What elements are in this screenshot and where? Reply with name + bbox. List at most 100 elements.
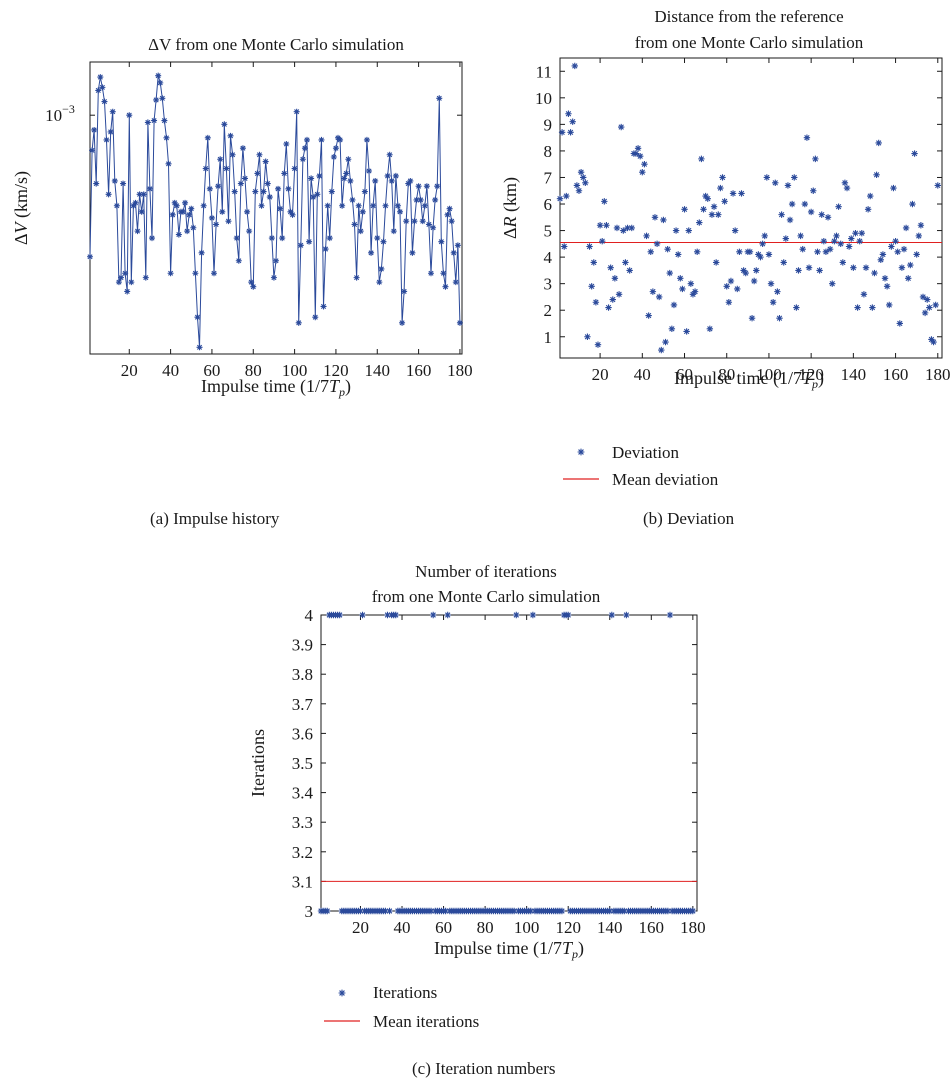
chart-a-point <box>324 202 331 209</box>
chart-b-point <box>896 320 903 327</box>
chart-a-point <box>273 257 279 264</box>
chart-a-point <box>155 72 162 79</box>
chart-c-y-tick-label: 3.2 <box>292 843 313 862</box>
chart-b-point <box>921 309 929 317</box>
chart-b-point <box>727 277 735 285</box>
chart-a-point <box>287 208 294 215</box>
chart-b-point <box>932 301 939 309</box>
chart-b-point <box>883 283 891 290</box>
chart-a-point <box>275 185 282 192</box>
chart-b-y-tick-label: 1 <box>544 328 553 347</box>
chart-a-point <box>200 202 207 209</box>
chart-a-point <box>101 98 108 105</box>
chart-b-point <box>928 336 935 343</box>
chart-a-point <box>403 218 410 225</box>
chart-a-point <box>293 108 300 115</box>
chart-b-point <box>919 293 927 301</box>
chart-b-point <box>729 190 737 197</box>
chart-a-point <box>359 208 366 215</box>
chart-b-point <box>653 240 661 248</box>
chart-b-point <box>905 275 912 282</box>
chart-b-point <box>769 299 777 306</box>
chart-b-point <box>590 259 597 266</box>
chart-a-point <box>248 279 255 286</box>
chart-b-point <box>575 187 583 194</box>
chart-b-point <box>805 264 813 271</box>
chart-b-point <box>664 245 671 253</box>
chart-c-point <box>689 907 697 915</box>
chart-b-point <box>860 291 868 298</box>
legend-iterations-label: Iterations <box>373 983 437 1002</box>
chart-a-point <box>244 208 251 215</box>
chart-b-point <box>879 251 887 258</box>
chart-a-point <box>268 235 275 242</box>
chart-a-point <box>368 249 375 256</box>
chart-b-point <box>814 248 821 256</box>
chart-b-x-tick-label: 120 <box>798 365 824 384</box>
caption-c: (c) Iteration numbers <box>412 1059 556 1078</box>
chart-b-point <box>683 328 690 335</box>
chart-a-point <box>229 151 236 158</box>
chart-a-point <box>237 180 244 187</box>
chart-b-point <box>797 232 804 240</box>
chart-a-title: ΔV from one Monte Carlo simulation <box>148 35 404 54</box>
chart-c-y-tick-label: 3.4 <box>292 784 314 803</box>
chart-b-point <box>854 304 861 311</box>
chart-a-point <box>256 151 263 158</box>
legend-deviation-label: Deviation <box>612 443 680 462</box>
chart-a-point <box>417 196 424 203</box>
chart-a-point <box>308 175 315 182</box>
chart-b-point <box>858 230 866 237</box>
chart-b-point <box>869 304 876 311</box>
chart-a-point <box>277 205 284 212</box>
legend-deviation-marker-glyph <box>577 448 585 456</box>
chart-a-point <box>444 211 451 218</box>
chart-c-y-tick-label: 3 <box>305 902 314 921</box>
chart-b-y-tick-label: 9 <box>544 115 553 134</box>
chart-a-point <box>161 117 168 124</box>
chart-c-y-tick-label: 3.5 <box>292 754 313 773</box>
chart-a-plot-frame <box>89 61 463 355</box>
chart-b-point <box>755 251 762 258</box>
chart-b-point <box>890 184 897 192</box>
chart-a-point <box>372 177 379 184</box>
chart-a-point <box>428 270 434 277</box>
chart-b-point <box>856 237 863 245</box>
chart-b-point <box>740 267 747 274</box>
chart-b-point <box>643 232 650 240</box>
chart-a-x-tick-label: 160 <box>406 361 432 380</box>
chart-b-point <box>748 314 756 322</box>
chart-b-y-tick-label: 10 <box>535 89 552 108</box>
chart-b-point <box>603 222 610 229</box>
chart-a-point <box>196 344 203 351</box>
legend-mean-iterations-label: Mean iterations <box>373 1012 479 1031</box>
chart-b-y-tick-label: 2 <box>544 301 553 320</box>
chart-a-point <box>211 270 217 277</box>
chart-a-point <box>454 242 461 249</box>
chart-c-point <box>527 907 535 915</box>
chart-a-point <box>144 119 151 126</box>
chart-b-point <box>848 235 855 242</box>
chart-a-point <box>326 235 333 242</box>
chart-a-point <box>213 221 220 228</box>
legend-iterations-marker-glyph <box>338 989 346 997</box>
chart-b-point <box>687 280 695 287</box>
chart-b-point <box>900 245 908 253</box>
chart-a-point <box>134 228 141 235</box>
chart-a-y-ticks: 10−3 <box>45 102 462 125</box>
legend-mean-deviation-label: Mean deviation <box>612 470 719 489</box>
chart-b-point <box>666 269 673 277</box>
chart-c-x-ticks: 20 40 60 80 100 120 140 160 180 <box>352 615 706 937</box>
chart-a-point <box>260 188 267 195</box>
chart-a-y-axis-label: ΔV (km/s) <box>11 171 32 245</box>
chart-b-point <box>818 211 825 218</box>
chart-a-point <box>456 319 463 326</box>
chart-b-point <box>839 259 847 266</box>
chart-b-point <box>926 304 933 311</box>
chart-a-point <box>409 249 416 256</box>
chart-a-point <box>221 121 228 128</box>
chart-b-point <box>753 267 760 274</box>
chart-b-point <box>750 277 758 285</box>
chart-b-y-tick-label: 11 <box>536 62 552 81</box>
